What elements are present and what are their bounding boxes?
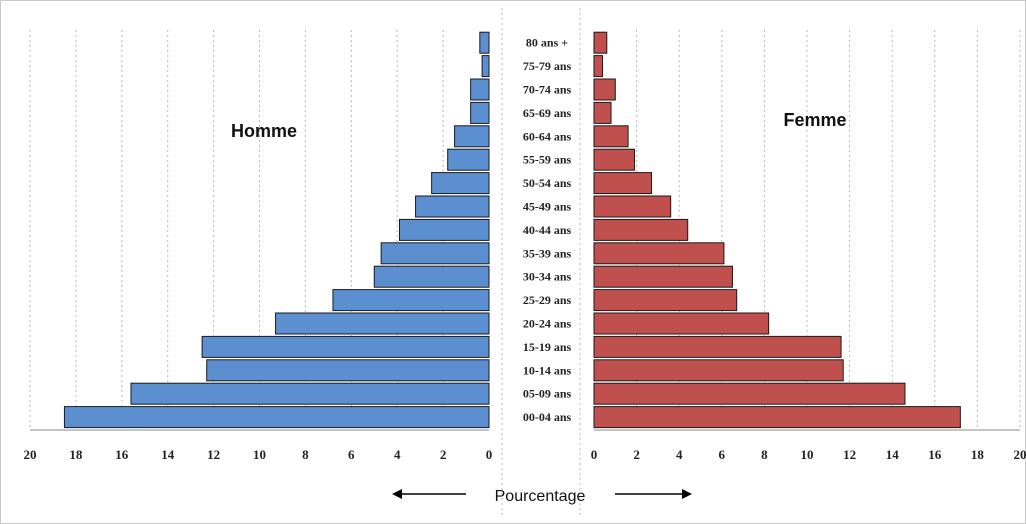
age-group-label: 55-59 ans [523, 153, 572, 167]
bar-femme [593, 125, 629, 148]
bar-homme [63, 406, 490, 429]
left-x-tick-labels: 0 2 4 6 8 10 12 14 16 18 20 [24, 447, 493, 462]
bar-homme [479, 31, 490, 54]
right-x-tick-labels: 0 2 4 6 8 10 12 14 16 18 20 [591, 447, 1026, 462]
age-group-label: 05-09 ans [523, 387, 572, 401]
x-axis-label: Pourcentage [495, 488, 586, 505]
age-group-label: 30-34 ans [523, 270, 572, 284]
x-tick-label-left: 6 [348, 447, 355, 462]
x-tick-label-left: 4 [394, 447, 401, 462]
x-tick-label-right: 10 [801, 447, 814, 462]
bar-homme [206, 359, 490, 382]
x-tick-label-right: 12 [843, 447, 856, 462]
bar-femme [593, 148, 635, 171]
x-tick-label-left: 0 [486, 447, 493, 462]
bar-femme [593, 78, 616, 101]
x-tick-label-left: 8 [302, 447, 309, 462]
age-group-label: 65-69 ans [523, 106, 572, 120]
bar-homme [481, 55, 490, 78]
bar-femme [593, 406, 961, 429]
bar-femme [593, 289, 738, 312]
homme-bars [63, 31, 490, 429]
bar-homme [454, 125, 490, 148]
bar-femme [593, 265, 733, 288]
bar-femme [593, 382, 906, 405]
age-group-label: 45-49 ans [523, 200, 572, 214]
x-tick-label-left: 10 [253, 447, 266, 462]
bar-femme [593, 55, 604, 78]
bar-homme [470, 101, 490, 124]
x-tick-label-left: 18 [69, 447, 83, 462]
bar-homme [470, 78, 490, 101]
bar-femme [593, 31, 608, 54]
age-group-label: 35-39 ans [523, 246, 572, 260]
age-group-label: 60-64 ans [523, 129, 572, 143]
homme-series-label: Homme [231, 121, 297, 141]
bar-femme [593, 172, 653, 195]
left-arrow-icon [392, 489, 466, 499]
bar-homme [130, 382, 490, 405]
bar-femme [593, 101, 612, 124]
x-tick-label-right: 6 [719, 447, 726, 462]
x-tick-label-right: 14 [886, 447, 900, 462]
x-tick-label-right: 20 [1014, 447, 1026, 462]
age-group-label: 20-24 ans [523, 317, 572, 331]
bar-homme [332, 289, 490, 312]
bar-femme [593, 312, 770, 335]
x-tick-label-right: 0 [591, 447, 598, 462]
x-tick-label-right: 16 [928, 447, 942, 462]
femme-bars [593, 31, 961, 429]
age-group-label: 75-79 ans [523, 59, 572, 73]
right-arrow-icon [615, 489, 692, 499]
bar-femme [593, 218, 689, 241]
bar-homme [447, 148, 490, 171]
bar-homme [415, 195, 490, 218]
age-group-label: 40-44 ans [523, 223, 572, 237]
bar-homme [398, 218, 490, 241]
x-tick-label-right: 4 [676, 447, 683, 462]
age-group-label: 25-29 ans [523, 293, 572, 307]
bar-homme [275, 312, 490, 335]
bar-homme [431, 172, 490, 195]
age-group-label: 10-14 ans [523, 363, 572, 377]
bar-femme [593, 242, 725, 265]
bar-femme [593, 195, 672, 218]
x-tick-label-left: 14 [161, 447, 175, 462]
x-tick-label-left: 16 [115, 447, 129, 462]
age-group-label: 00-04 ans [523, 410, 572, 424]
age-group-label: 80 ans + [526, 36, 568, 50]
x-tick-label-left: 12 [207, 447, 220, 462]
bar-femme [593, 359, 844, 382]
x-tick-label-right: 18 [971, 447, 985, 462]
x-tick-label-left: 20 [24, 447, 37, 462]
age-group-label: 50-54 ans [523, 176, 572, 190]
bar-homme [201, 335, 490, 358]
x-tick-label-right: 2 [633, 447, 640, 462]
bar-femme [593, 335, 842, 358]
femme-series-label: Femme [783, 110, 846, 130]
age-group-labels: 80 ans + 75-79 ans 70-74 ans 65-69 ans 60-64… [523, 36, 572, 424]
bar-homme [380, 242, 490, 265]
age-group-label: 15-19 ans [523, 340, 572, 354]
x-tick-label-right: 8 [761, 447, 768, 462]
x-tick-label-left: 2 [440, 447, 447, 462]
age-group-label: 70-74 ans [523, 83, 572, 97]
bar-homme [373, 265, 490, 288]
